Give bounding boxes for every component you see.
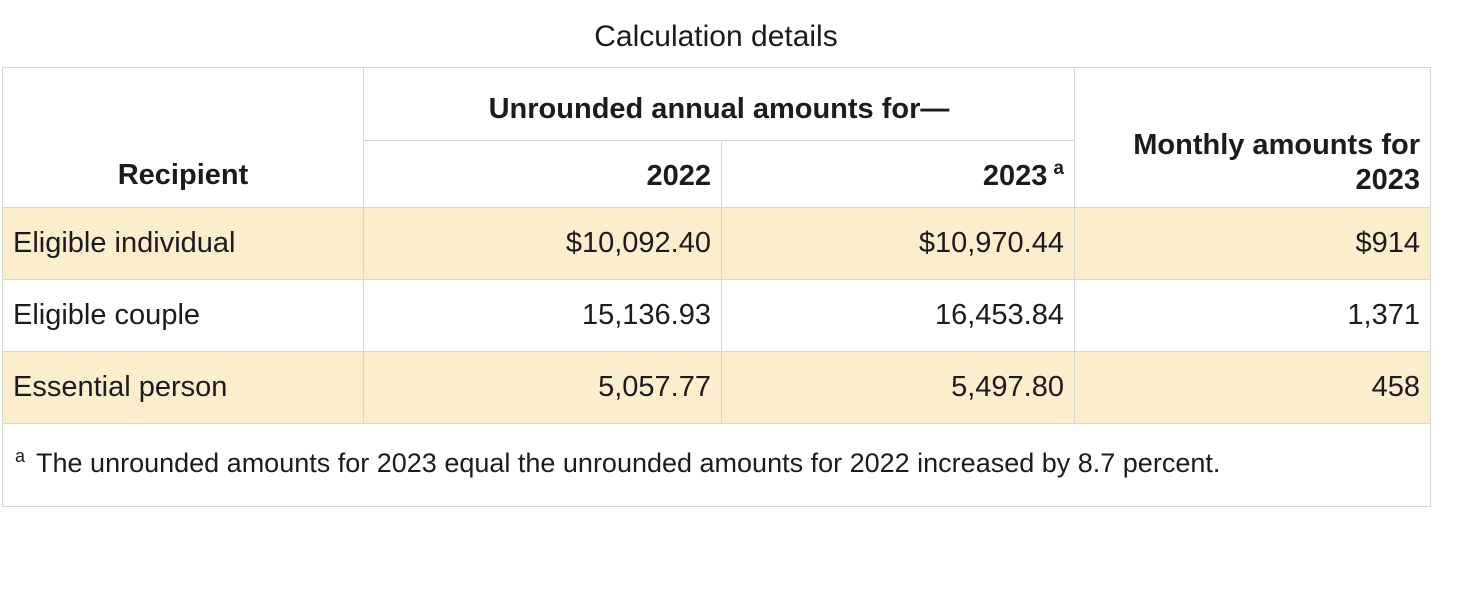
cell-monthly-2023: $914 [1074,206,1431,280]
footnote-marker-a: a [1053,158,1064,180]
cell-recipient: Eligible couple [2,278,364,352]
col-header-monthly-2023: Monthly amounts for 2023 [1074,66,1431,208]
calculation-details-table: Recipient Unrounded annual amounts for— … [2,66,1431,507]
cell-amount-2023: 5,497.80 [721,350,1075,424]
cell-monthly-2023: 458 [1074,350,1431,424]
table-row-eligible-individual: Eligible individual $10,092.40 $10,970.4… [2,206,1431,280]
cell-amount-2022: $10,092.40 [363,206,722,280]
header-row-years: 2022 2023 a [3,139,1431,208]
footnote-marker-a: a [15,445,26,466]
table-row-essential-person: Essential person 5,057.77 5,497.80 458 [2,350,1431,424]
table-row-eligible-couple: Eligible couple 15,136.93 16,453.84 1,37… [2,278,1431,352]
col-header-2023: 2023 a [721,139,1075,208]
col-header-recipient: Recipient [2,66,364,208]
cell-amount-2022: 5,057.77 [363,350,722,424]
calculation-details-section: Calculation details Recipient Unrounded … [2,20,1431,507]
table-title: Calculation details [594,20,838,53]
cell-recipient: Essential person [2,350,364,424]
col-group-header-unrounded-annual: Unrounded annual amounts for— [363,66,1075,141]
cell-monthly-2023: 1,371 [1074,278,1431,352]
col-header-2023-label: 2023 [982,159,1048,192]
footnote-row: a The unrounded amounts for 2023 equal t… [2,422,1431,507]
cell-amount-2023: 16,453.84 [721,278,1075,352]
header-row-group: Recipient Unrounded annual amounts for— … [2,66,1431,208]
cell-amount-2022: 15,136.93 [363,278,722,352]
footnote-body: The unrounded amounts for 2023 equal the… [36,447,1221,478]
table-footnote: a The unrounded amounts for 2023 equal t… [2,422,1431,507]
cell-recipient: Eligible individual [2,206,364,280]
footnote-text: a The unrounded amounts for 2023 equal t… [15,434,1250,492]
cell-amount-2023: $10,970.44 [721,206,1075,280]
col-header-2022: 2022 [363,139,722,208]
